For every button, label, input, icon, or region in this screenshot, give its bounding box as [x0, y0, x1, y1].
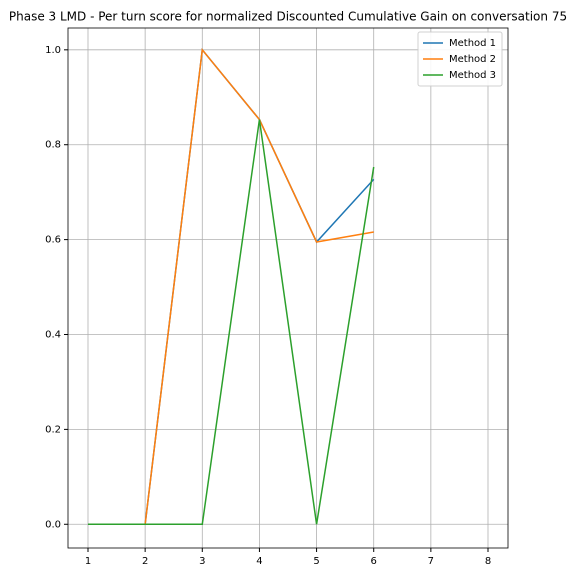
x-tick-label: 2 — [142, 556, 148, 567]
legend-box — [417, 31, 503, 87]
y-tick-label: 1.0 — [45, 45, 61, 56]
y-tick-label: 0.2 — [45, 424, 61, 435]
x-tick-label: 3 — [199, 556, 205, 567]
y-tick-label: 0.0 — [45, 519, 61, 530]
y-tick-label: 0.6 — [45, 235, 61, 246]
y-tick-label: 0.4 — [45, 329, 61, 340]
x-tick-label: 5 — [313, 556, 319, 567]
legend-label: Method 1 — [449, 38, 496, 49]
series-line — [88, 119, 375, 526]
y-tick-label: 0.8 — [45, 140, 61, 151]
legend-label: Method 3 — [449, 70, 496, 81]
legend: Method 1 Method 2 Method 3 — [417, 31, 503, 87]
x-tick-label: 6 — [371, 556, 377, 567]
plot-frame — [67, 27, 509, 549]
x-tick-label: 8 — [485, 556, 491, 567]
x-tick-label: 1 — [85, 556, 91, 567]
chart-title: Phase 3 LMD - Per turn score for normali… — [9, 10, 567, 24]
x-tick-label: 4 — [256, 556, 262, 567]
x-tick-label: 7 — [428, 556, 434, 567]
legend-label: Method 2 — [449, 54, 496, 65]
